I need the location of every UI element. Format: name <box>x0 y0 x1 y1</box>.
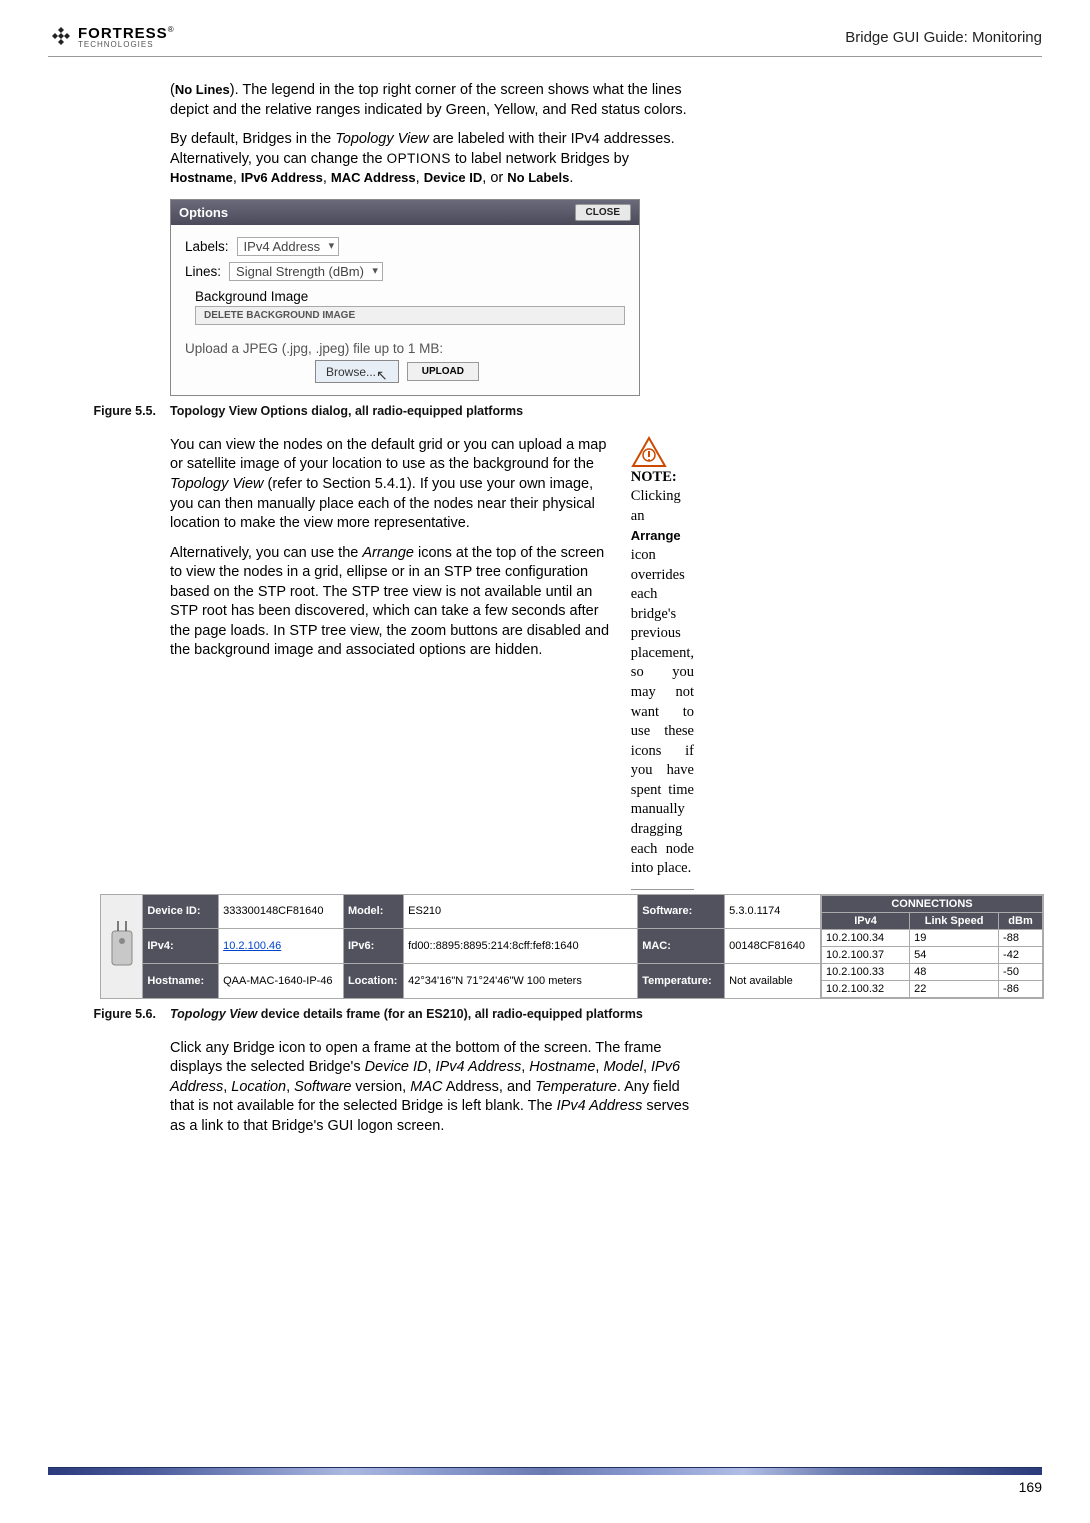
logo: FORTRESS® TECHNOLOGIES <box>48 24 174 50</box>
upload-instruction: Upload a JPEG (.jpg, .jpeg) file up to 1… <box>185 341 625 356</box>
device-icon <box>106 917 138 973</box>
ipv6-value: fd00::8895:8895:214:8cff:fef8:1640 <box>404 929 638 964</box>
note-box: NOTE: Clicking an Arrange icon overrides… <box>631 436 694 890</box>
paragraph-2: By default, Bridges in the Topology View… <box>170 130 694 189</box>
location-value: 42°34'16"N 71°24'46"W 100 meters <box>404 963 638 998</box>
mac-value: 00148CF81640 <box>725 929 821 964</box>
cursor-icon: ↖ <box>376 367 388 384</box>
figure-5-5-caption: Figure 5.5. Topology View Options dialog… <box>48 404 694 418</box>
figure-5-6-caption: Figure 5.6. Topology View device details… <box>48 1007 694 1021</box>
labels-dropdown[interactable]: IPv4 Address <box>237 237 340 256</box>
device-details-frame: Device ID: 333300148CF81640 Model: ES210… <box>100 894 1044 999</box>
hostname-value: QAA-MAC-1640-IP-46 <box>219 963 344 998</box>
browse-button[interactable]: Browse...↖ <box>315 360 399 383</box>
bg-image-title: Background Image <box>195 289 625 304</box>
page-number: 169 <box>48 1479 1042 1495</box>
ipv6-label: IPv6: <box>343 929 403 964</box>
logo-sub-text: TECHNOLOGIES <box>78 41 174 48</box>
software-value: 5.3.0.1174 <box>725 894 821 929</box>
paragraph-1: (No Lines). The legend in the top right … <box>170 81 694 120</box>
lines-dropdown[interactable]: Signal Strength (dBm) <box>229 262 383 281</box>
device-id-value: 333300148CF81640 <box>219 894 344 929</box>
close-button[interactable]: CLOSE <box>575 204 631 221</box>
conn-row: 10.2.100.3222-86 <box>822 980 1043 997</box>
upload-button[interactable]: UPLOAD <box>407 362 479 381</box>
ipv4-link[interactable]: 10.2.100.46 <box>223 940 281 952</box>
temperature-label: Temperature: <box>638 963 725 998</box>
conn-h-linkspeed: Link Speed <box>910 912 999 929</box>
header-title: Bridge GUI Guide: Monitoring <box>845 29 1042 46</box>
device-id-label: Device ID: <box>143 894 219 929</box>
mac-label: MAC: <box>638 929 725 964</box>
conn-h-ipv4: IPv4 <box>822 912 910 929</box>
connections-title: CONNECTIONS <box>822 895 1043 912</box>
paragraph-4: Alternatively, you can use the Arrange i… <box>170 544 611 661</box>
model-value: ES210 <box>404 894 638 929</box>
lines-label: Lines: <box>185 264 221 279</box>
options-titlebar: Options CLOSE <box>171 200 639 225</box>
location-label: Location: <box>343 963 403 998</box>
conn-row: 10.2.100.3419-88 <box>822 929 1043 946</box>
model-label: Model: <box>343 894 403 929</box>
conn-row: 10.2.100.3754-42 <box>822 946 1043 963</box>
page-footer: 169 <box>48 1467 1042 1495</box>
temperature-value: Not available <box>725 963 821 998</box>
paragraph-5: Click any Bridge icon to open a frame at… <box>170 1039 694 1137</box>
labels-label: Labels: <box>185 239 229 254</box>
delete-bg-button[interactable]: DELETE BACKGROUND IMAGE <box>195 306 625 325</box>
software-label: Software: <box>638 894 725 929</box>
fortress-logo-icon <box>48 24 74 50</box>
page-header: FORTRESS® TECHNOLOGIES Bridge GUI Guide:… <box>48 24 1042 57</box>
paragraph-3: You can view the nodes on the default gr… <box>170 436 611 534</box>
options-title: Options <box>179 205 228 220</box>
hostname-label: Hostname: <box>143 963 219 998</box>
footer-bar <box>48 1467 1042 1475</box>
logo-reg: ® <box>168 25 174 34</box>
conn-row: 10.2.100.3348-50 <box>822 963 1043 980</box>
ipv4-label: IPv4: <box>143 929 219 964</box>
conn-h-dbm: dBm <box>999 912 1043 929</box>
connections-table: CONNECTIONS IPv4 Link Speed dBm 10.2.100… <box>821 895 1043 998</box>
options-dialog: Options CLOSE Labels: IPv4 Address Lines… <box>170 199 640 396</box>
note-warning-icon <box>631 436 667 468</box>
